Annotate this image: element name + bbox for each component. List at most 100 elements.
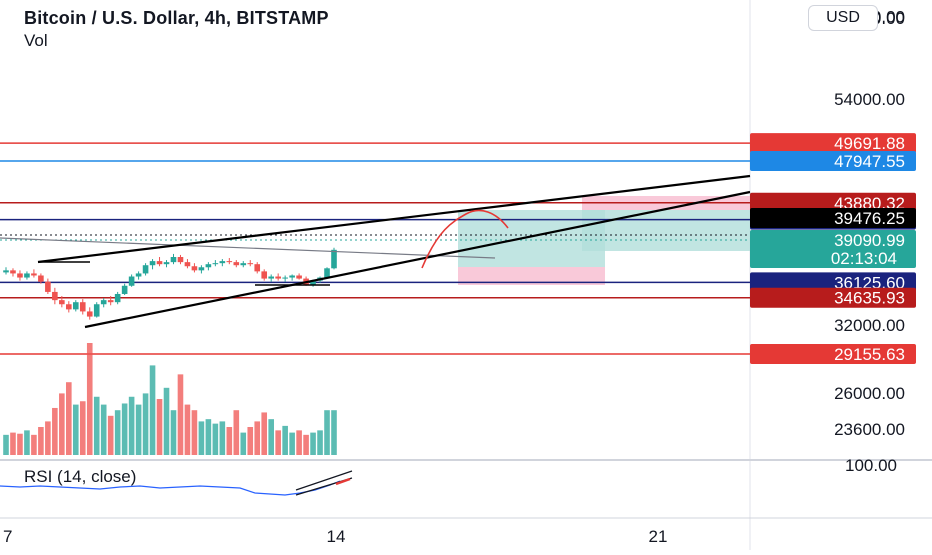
candle-body (114, 293, 121, 303)
volume-bar (275, 430, 281, 455)
volume-bar (184, 404, 191, 455)
price-tag-text-0: 49691.88 (834, 134, 905, 153)
volume-bar (135, 404, 142, 455)
long-stop-zone[interactable] (458, 267, 605, 285)
volume-bar (170, 410, 177, 455)
price-tag-2 (750, 192, 916, 213)
projected-path-curve[interactable] (421, 209, 509, 269)
candle-body (289, 275, 295, 278)
candle-body (261, 271, 268, 279)
volume-bar (38, 427, 44, 455)
volume-label: Vol (24, 31, 48, 50)
lower-wedge-trendline[interactable] (84, 190, 751, 329)
rsi-upper-trendline[interactable] (295, 470, 353, 491)
short-target-zone[interactable] (582, 210, 750, 251)
candle-body (107, 300, 114, 303)
price-tag-text-8: 29155.63 (834, 345, 905, 364)
price-tag-7 (750, 287, 916, 308)
volume-bar (261, 412, 268, 455)
volume-bar (233, 410, 240, 455)
volume-bar (205, 419, 212, 455)
price-axis-label-4: 23600.00 (834, 420, 905, 439)
volume-bar (52, 407, 58, 455)
price-tag-8 (750, 344, 916, 364)
volume-bar (10, 432, 16, 455)
candle-body (38, 275, 44, 282)
candle-body (198, 267, 205, 271)
candle-body (177, 257, 184, 263)
volume-bar (86, 343, 93, 455)
candle-body (282, 277, 288, 279)
volume-bar (317, 430, 323, 455)
volume-bars (3, 343, 337, 455)
price-tag-4 (750, 208, 916, 228)
price-tag-0 (750, 133, 916, 154)
volume-bar (156, 399, 163, 455)
price-tag-6 (750, 272, 916, 293)
candle-body (240, 263, 247, 266)
candle-body (72, 302, 79, 310)
volume-bar (191, 410, 198, 455)
candle-body (86, 311, 93, 317)
price-tag-text-4: 39476.25 (834, 209, 905, 228)
currency-button[interactable]: USD (808, 5, 878, 31)
candle-body (59, 300, 65, 305)
volume-bar (107, 415, 114, 455)
candle-body (31, 273, 37, 276)
volume-bar (219, 421, 226, 455)
candle-body (233, 262, 240, 266)
volume-bar (163, 387, 170, 455)
countdown-text: 02:13:04 (831, 249, 897, 268)
price-tag-text-7: 34635.93 (834, 289, 905, 308)
volume-bar (198, 421, 205, 455)
candle-body (79, 302, 86, 312)
price-tag-text-1: 47947.55 (834, 152, 905, 171)
candle-body (191, 266, 198, 271)
candle-body (212, 263, 219, 265)
rsi-line (0, 480, 341, 496)
candle-body (324, 268, 330, 278)
candle-body (184, 262, 191, 267)
price-tag-text-5: 39090.99 (834, 231, 905, 250)
horizontal-levels (0, 142, 750, 355)
candle-body (24, 273, 30, 278)
candle-body (3, 270, 9, 273)
candle-body (331, 249, 337, 269)
price-tags: 49691.8847947.5543880.3242233.3639476.25… (750, 133, 916, 364)
volume-bar (3, 434, 9, 455)
price-tag-1 (750, 151, 916, 171)
volume-bar (296, 430, 302, 455)
volume-bar (100, 404, 107, 455)
price-axis-label-3: 26000.00 (834, 384, 905, 403)
candle-body (268, 276, 274, 279)
candle-body (93, 304, 100, 317)
date-label-2: 21 (649, 527, 668, 546)
candle-body (142, 265, 149, 274)
volume-bar (324, 410, 330, 455)
rsi-red-mark (335, 477, 351, 486)
volume-bar (212, 423, 219, 455)
price-axis-label-2: 32000.00 (834, 316, 905, 335)
candle-body (45, 281, 51, 292)
descending-gray-trendline[interactable] (0, 237, 496, 259)
volume-bar (331, 410, 337, 455)
volume-bar (17, 433, 23, 455)
volume-bar (93, 396, 100, 455)
candle-body (219, 261, 226, 264)
date-label-0: 7 (3, 527, 12, 546)
chart-title: Bitcoin / U.S. Dollar, 4h, BITSTAMP (24, 8, 329, 29)
volume-bar (254, 421, 261, 455)
candle-body (100, 300, 107, 305)
price-tag-5 (750, 230, 916, 268)
candle-body (163, 262, 170, 265)
candle-body (149, 261, 156, 266)
candle-body (135, 273, 142, 277)
volume-bar (240, 432, 247, 455)
candle-body (121, 285, 128, 294)
volume-bar (24, 430, 30, 455)
volume-bar (59, 393, 65, 455)
candle-body (275, 276, 281, 279)
upper-wedge-trendline[interactable] (37, 174, 751, 264)
